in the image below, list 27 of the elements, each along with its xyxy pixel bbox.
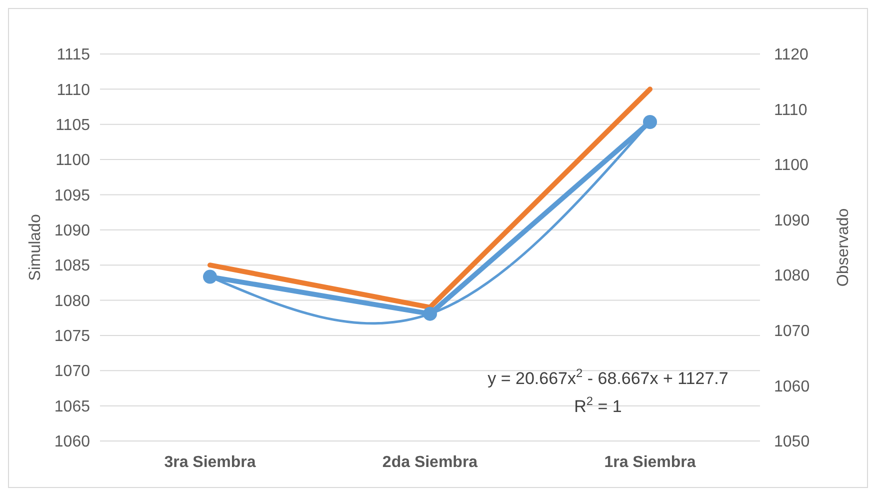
x-tick-label: 1ra Siembra [604, 454, 696, 471]
y-tick-label: 1070 [54, 363, 90, 380]
y-tick-label: 1105 [56, 116, 90, 134]
y-tick-label: 1115 [56, 46, 90, 64]
y-tick-label: 1075 [54, 328, 90, 346]
x-tick-label: 3ra Siembra [164, 454, 256, 471]
y2-tick-label: 1110 [774, 102, 808, 119]
y-tick-label: 1110 [56, 82, 90, 99]
y2-tick-label: 1100 [774, 157, 809, 174]
y2-tick-label: 1050 [774, 434, 810, 451]
y2-tick-label: 1090 [774, 212, 810, 230]
y-tick-label: 1060 [54, 434, 90, 451]
y2-tick-label: 1080 [774, 268, 810, 285]
y-tick-label: 1065 [54, 398, 90, 416]
y2-tick-label: 1070 [774, 323, 810, 340]
annotation: R$^{2}$ = 1 [574, 394, 622, 416]
y-tick-label: 1085 [54, 258, 90, 275]
x-tick-label: 2da Siembra [382, 454, 478, 471]
y2-axis-title: Observado [835, 208, 852, 287]
y2-tick-label: 1060 [774, 378, 810, 396]
y-tick-label: 1080 [54, 292, 90, 310]
y2-tick-label: 1120 [774, 46, 809, 64]
y-tick-label: 1100 [56, 152, 90, 170]
annotation: y = 20.667x$^{2}$ - 68.667x + 1127.7 [488, 366, 728, 388]
y-tick-label: 1090 [54, 222, 90, 240]
y-tick-label: 1095 [54, 187, 90, 204]
y-axis-title: Simulado [27, 214, 44, 281]
